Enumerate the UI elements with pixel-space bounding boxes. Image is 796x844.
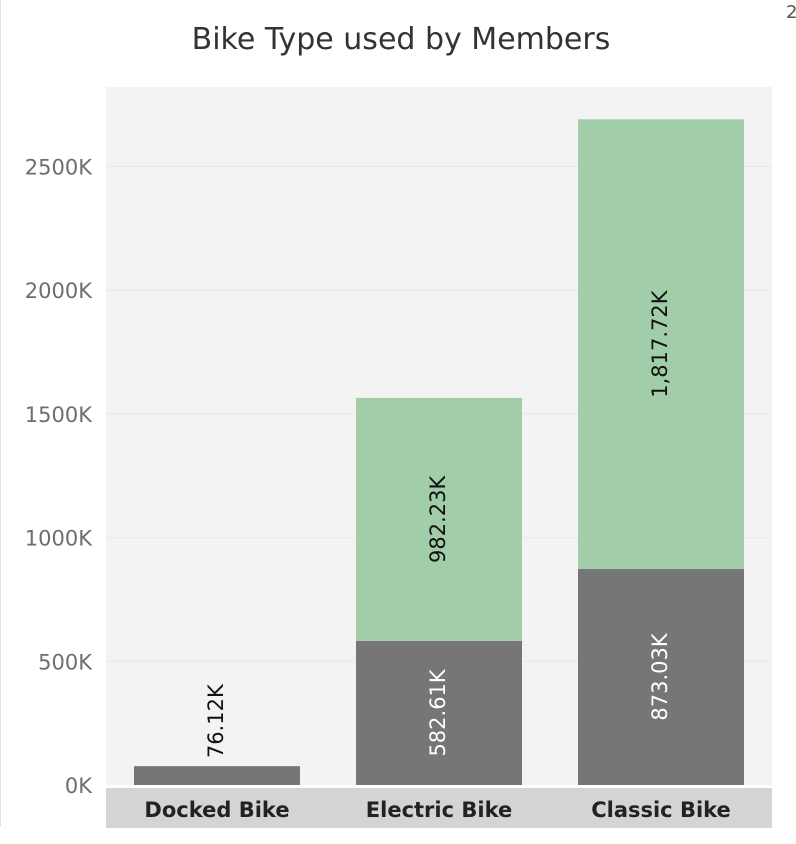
data-label: 76.12K (204, 683, 228, 758)
bars (134, 119, 744, 785)
y-tick-label: 1000K (25, 527, 93, 551)
x-category-label: Electric Bike (366, 798, 512, 822)
y-tick-label: 0K (65, 774, 93, 798)
x-axis-categories: Docked Bike Electric Bike Classic Bike (144, 798, 730, 822)
bar-segment (578, 569, 744, 785)
y-tick-label: 500K (38, 650, 93, 674)
bar-segment (356, 397, 522, 641)
y-tick-label: 1500K (25, 403, 93, 427)
bar-segment (134, 766, 300, 785)
data-label: 582.61K (426, 668, 450, 756)
corner-fragment-text: 2 (786, 2, 796, 23)
left-border (0, 0, 1, 826)
x-category-label: Docked Bike (144, 798, 289, 822)
y-tick-label: 2500K (25, 156, 93, 180)
y-axis-ticks: 0K 500K 1000K 1500K 2000K 2500K (25, 156, 93, 799)
y-tick-label: 2000K (25, 279, 93, 303)
bar-segment (356, 640, 522, 785)
bar-segment (578, 119, 744, 570)
data-label: 1,817.72K (648, 289, 672, 398)
chart-title: Bike Type used by Members (191, 22, 611, 57)
data-label: 873.03K (648, 632, 672, 720)
data-label: 982.23K (426, 475, 450, 563)
x-category-label: Classic Bike (591, 798, 731, 822)
data-labels: 76.12K 582.61K 982.23K 873.03K 1,817.72K (204, 289, 672, 758)
x-axis-band (106, 788, 772, 828)
